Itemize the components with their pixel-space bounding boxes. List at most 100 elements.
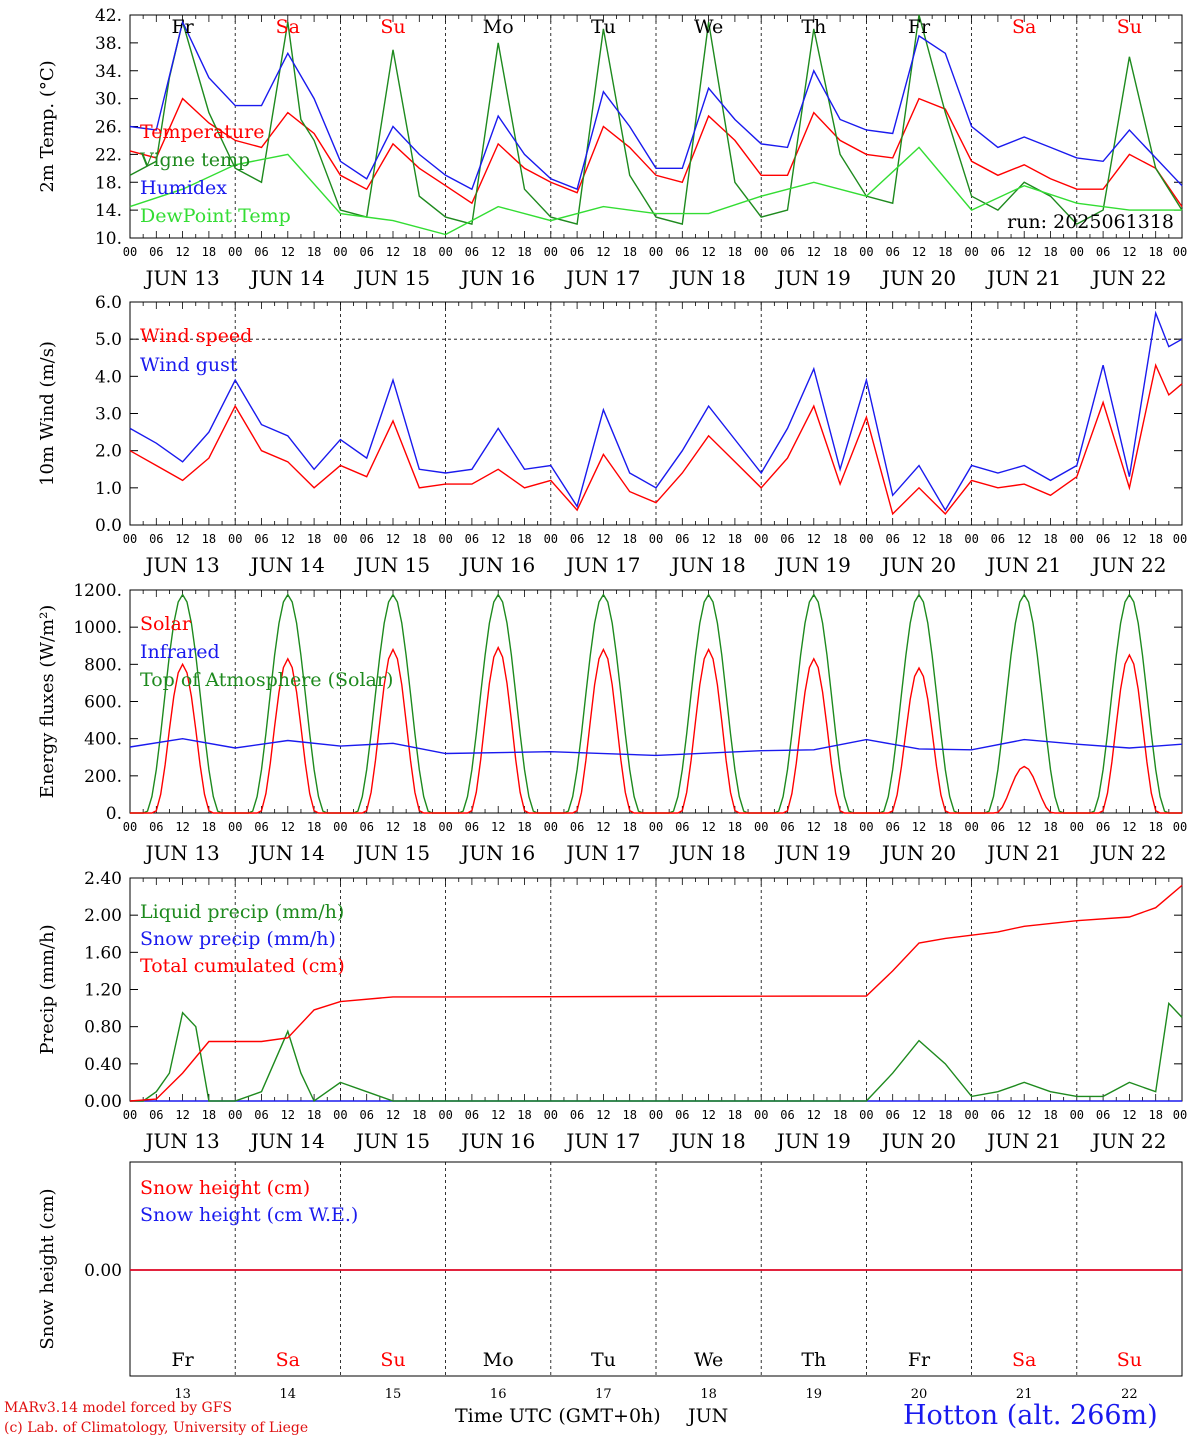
date-label: JUN 18 xyxy=(670,841,746,865)
hour-label: 12 xyxy=(491,1108,505,1122)
y-tick-label: 800. xyxy=(84,655,122,675)
hour-label: 18 xyxy=(1043,245,1057,259)
y-tick-label: 34. xyxy=(95,62,122,82)
hour-label: 12 xyxy=(1122,245,1136,259)
weekday-label: Mo xyxy=(483,16,514,38)
day-number: 21 xyxy=(1016,1387,1033,1400)
hour-label: 06 xyxy=(149,245,163,259)
hour-label: 06 xyxy=(1096,1108,1110,1122)
hour-label: 06 xyxy=(359,532,373,546)
hour-label: 12 xyxy=(1122,532,1136,546)
hour-label: 00 xyxy=(649,1108,663,1122)
date-label: JUN 17 xyxy=(564,1129,640,1153)
hour-label: 18 xyxy=(938,1108,952,1122)
weekday-label: Sa xyxy=(276,1349,300,1371)
y-tick-label: 0.00 xyxy=(84,1092,122,1112)
hour-label: 00 xyxy=(544,820,558,834)
y-tick-label: 4.0 xyxy=(95,367,122,387)
model-credit: MARv3.14 model forced by GFS xyxy=(4,1400,233,1416)
hour-label: 00 xyxy=(859,820,873,834)
hour-label: 12 xyxy=(175,1108,189,1122)
weekday-label: Su xyxy=(380,1349,405,1371)
hour-label: 06 xyxy=(780,532,794,546)
legend-entry: Total cumulated (cm) xyxy=(140,955,345,977)
hour-label: 06 xyxy=(570,532,584,546)
series-line-solar xyxy=(130,645,1182,814)
hour-label: 12 xyxy=(1122,820,1136,834)
hour-label: 00 xyxy=(1070,1108,1084,1122)
hour-label: 18 xyxy=(622,245,636,259)
hour-label: 00 xyxy=(754,820,768,834)
hour-label: 00 xyxy=(859,532,873,546)
date-label: JUN 13 xyxy=(144,266,220,290)
hour-label: 06 xyxy=(675,245,689,259)
legend-entry: Top of Atmosphere (Solar) xyxy=(140,669,393,691)
hour-label: 06 xyxy=(991,1108,1005,1122)
day-number: 22 xyxy=(1121,1387,1138,1400)
hour-label: 12 xyxy=(807,532,821,546)
hour-label: 12 xyxy=(912,532,926,546)
legend-entry: DewPoint Temp xyxy=(140,205,291,227)
hour-label: 18 xyxy=(412,245,426,259)
hour-label: 18 xyxy=(202,245,216,259)
legend-entry: Snow height (cm) xyxy=(140,1177,310,1199)
date-label: JUN 21 xyxy=(985,841,1061,865)
legend-entry: Vigne temp xyxy=(139,149,250,171)
date-label: JUN 20 xyxy=(880,266,956,290)
weekday-label: Fr xyxy=(908,16,931,38)
station-name: Hotton (alt. 266m) xyxy=(903,1400,1158,1431)
hour-label: 18 xyxy=(833,820,847,834)
series-line-wind-speed xyxy=(129,362,1183,516)
month-label: JUN xyxy=(688,1405,729,1427)
hour-label: 00 xyxy=(964,1108,978,1122)
legend-entry: Humidex xyxy=(140,177,227,199)
date-label: JUN 14 xyxy=(249,266,325,290)
weekday-label: Tu xyxy=(591,16,616,38)
hour-label: 00 xyxy=(649,532,663,546)
date-label: JUN 13 xyxy=(144,1129,220,1153)
y-tick-label: 22. xyxy=(95,145,122,165)
hour-label: 06 xyxy=(675,820,689,834)
y-tick-label: 3.0 xyxy=(95,405,122,425)
hour-label: 18 xyxy=(728,245,742,259)
hour-label: 12 xyxy=(1122,1108,1136,1122)
date-label: JUN 22 xyxy=(1090,1129,1166,1153)
y-axis-title: Energy fluxes (W/m²) xyxy=(37,605,58,799)
y-tick-label: 42. xyxy=(95,6,122,26)
hour-label: 12 xyxy=(281,820,295,834)
hour-label: 00 xyxy=(228,820,242,834)
y-tick-label: 0. xyxy=(106,804,122,824)
hour-label: 00 xyxy=(123,820,137,834)
hour-label: 06 xyxy=(359,820,373,834)
y-tick-label: 0.0 xyxy=(95,516,122,536)
hour-label: 18 xyxy=(517,532,531,546)
hour-label: 18 xyxy=(622,532,636,546)
hour-label: 12 xyxy=(1017,532,1031,546)
hour-label: 00 xyxy=(228,532,242,546)
hour-label: 00 xyxy=(1173,820,1187,834)
weekday-label: Fr xyxy=(171,1349,194,1371)
time-axis-title: Time UTC (GMT+0h) xyxy=(455,1405,661,1427)
date-label: JUN 20 xyxy=(880,841,956,865)
hour-label: 00 xyxy=(333,820,347,834)
hour-label: 06 xyxy=(885,245,899,259)
hour-label: 18 xyxy=(833,532,847,546)
hour-label: 00 xyxy=(964,820,978,834)
hour-label: 00 xyxy=(123,532,137,546)
date-label: JUN 14 xyxy=(249,553,325,577)
run-annotation: run: 2025061318 xyxy=(1007,211,1174,233)
y-tick-label: 400. xyxy=(84,730,122,750)
hour-label: 12 xyxy=(1017,820,1031,834)
day-number: 15 xyxy=(385,1387,402,1400)
hour-label: 18 xyxy=(938,820,952,834)
hour-label: 06 xyxy=(991,820,1005,834)
hour-label: 00 xyxy=(438,532,452,546)
date-label: JUN 18 xyxy=(670,553,746,577)
hour-label: 18 xyxy=(1043,820,1057,834)
hour-label: 00 xyxy=(438,1108,452,1122)
hour-label: 18 xyxy=(517,820,531,834)
y-tick-label: 600. xyxy=(84,693,122,713)
legend-entry: Snow height (cm W.E.) xyxy=(140,1204,358,1226)
hour-label: 12 xyxy=(701,245,715,259)
hour-label: 12 xyxy=(491,245,505,259)
